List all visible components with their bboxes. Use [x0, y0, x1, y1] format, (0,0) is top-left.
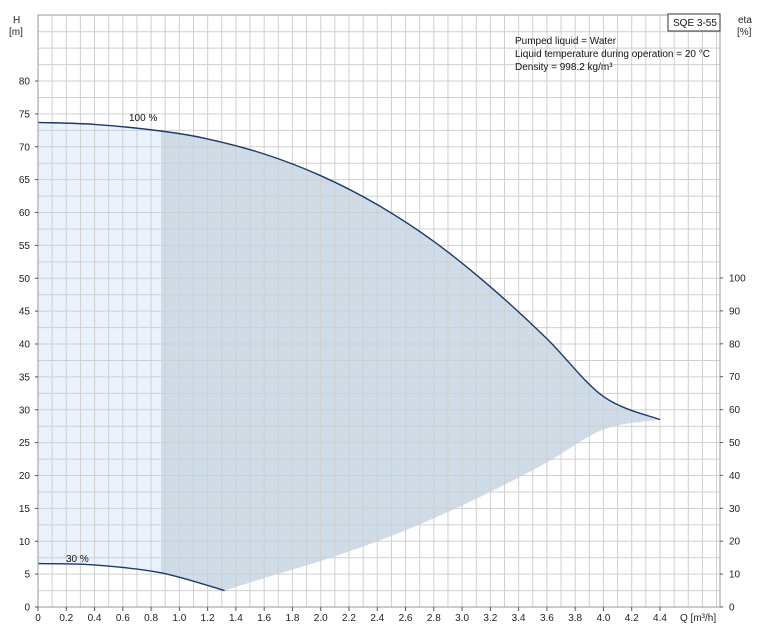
x-tick-label: 1.2 — [201, 613, 215, 624]
x-tick-label: 2.4 — [370, 613, 384, 624]
y-tick-label: 15 — [19, 504, 31, 515]
y2-tick-label: 90 — [729, 306, 741, 317]
x-tick-label: 1.6 — [257, 613, 271, 624]
y-tick-label: 0 — [24, 603, 30, 614]
y-tick-label: 55 — [19, 241, 31, 252]
x-tick-label: 1.8 — [286, 613, 300, 624]
x-axis-title: Q [m³/h] — [680, 613, 716, 624]
product-label: SQE 3-55 — [673, 18, 717, 29]
annotation-temperature: Liquid temperature during operation = 20… — [515, 49, 710, 60]
y-tick-label: 10 — [19, 537, 31, 548]
x-tick-label: 3.4 — [512, 613, 526, 624]
y-tick-label: 45 — [19, 307, 31, 318]
y-axis-unit: [m] — [9, 27, 23, 38]
axes-layer: 0 5 10 15 20 25 30 35 40 45 50 55 60 65 70 75 80 0 10 20 30 4… — [19, 77, 746, 625]
y-tick-label: 5 — [24, 570, 30, 581]
curves-layer — [37, 121, 661, 592]
x-tick-label: 0.4 — [88, 613, 102, 624]
x-tick-label: 1.4 — [229, 613, 243, 624]
x-tick-label: 3.8 — [568, 613, 582, 624]
y2-tick-label: 20 — [729, 537, 741, 548]
x-tick-label: 0.6 — [116, 613, 130, 624]
y2-tick-label: 40 — [729, 471, 741, 482]
product-label-box: SQE 3-55 — [667, 13, 721, 32]
y-tick-label: 25 — [19, 438, 31, 449]
curve-100-percent — [37, 121, 661, 421]
x-tick-label: 2.0 — [314, 613, 328, 624]
x-tick-label: 0.8 — [144, 613, 158, 624]
y2-tick-label: 30 — [729, 504, 741, 515]
y-tick-label: 35 — [19, 372, 31, 383]
x-tick-label: 4.4 — [653, 613, 667, 624]
x-tick-label: 3.6 — [540, 613, 554, 624]
y-tick-label: 70 — [19, 142, 31, 153]
series-label-30: 30 % — [66, 554, 89, 565]
y2-tick-label: 0 — [729, 603, 735, 614]
y2-tick-label: 50 — [729, 438, 741, 449]
y-tick-label: 30 — [19, 405, 31, 416]
series-label-100: 100 % — [129, 113, 157, 124]
x-tick-label: 2.6 — [399, 613, 413, 624]
y-tick-label: 75 — [19, 109, 31, 120]
y-tick-label: 65 — [19, 175, 31, 186]
x-tick-label: 3.0 — [455, 613, 469, 624]
y-tick-label: 50 — [19, 274, 31, 285]
light-region — [38, 122, 166, 573]
y-tick-label: 20 — [19, 471, 31, 482]
x-tick-label: 4.0 — [597, 613, 611, 624]
y2-tick-label: 10 — [729, 570, 741, 581]
y2-tick-label: 80 — [729, 339, 741, 350]
x-tick-label: 2.2 — [342, 613, 356, 624]
x-tick-label: 2.8 — [427, 613, 441, 624]
y-axis-title: H — [13, 15, 20, 26]
y2-axis-title: eta — [738, 15, 752, 26]
y2-axis-unit: [%] — [737, 27, 752, 38]
x-tick-label: 4.2 — [625, 613, 639, 624]
annotation-liquid: Pumped liquid = Water — [515, 36, 617, 47]
curve-30-percent — [37, 562, 225, 592]
x-tick-label: 1.0 — [172, 613, 186, 624]
x-tick-label: 0.2 — [59, 613, 73, 624]
y2-tick-label: 70 — [729, 372, 741, 383]
y-tick-label: 40 — [19, 340, 31, 351]
annotation-density: Density = 998.2 kg/m³ — [515, 62, 613, 73]
y-tick-label: 80 — [19, 77, 31, 88]
x-tick-label: 0 — [35, 613, 41, 624]
grid-layer — [38, 15, 720, 607]
y-tick-label: 60 — [19, 208, 31, 219]
y2-tick-label: 100 — [729, 274, 746, 285]
x-tick-label: 3.2 — [483, 613, 497, 624]
light-region-layer — [38, 122, 166, 573]
y2-tick-label: 60 — [729, 405, 741, 416]
